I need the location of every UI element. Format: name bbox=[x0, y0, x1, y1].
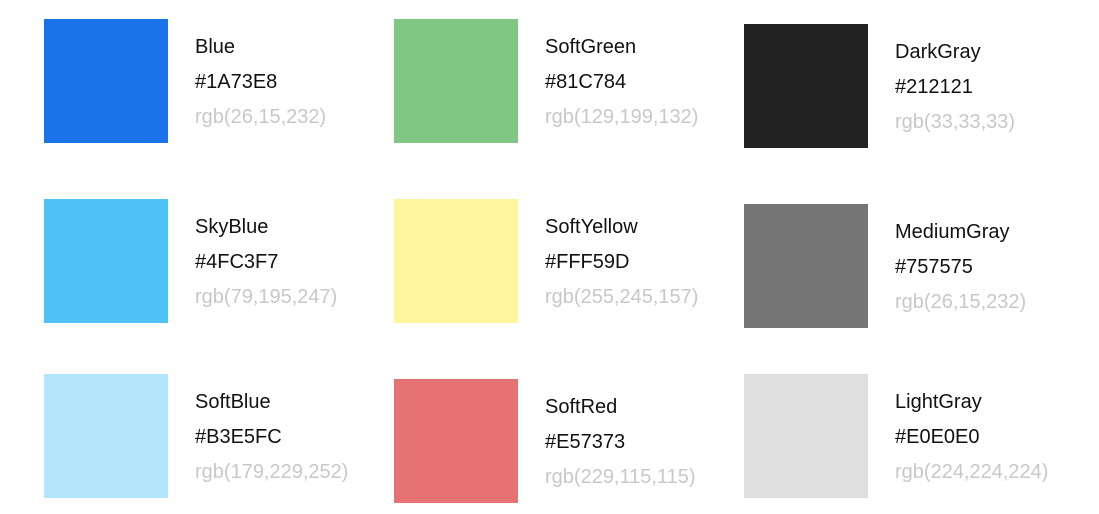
color-card-darkgray: DarkGray #212121 rgb(33,33,33) bbox=[744, 24, 1084, 149]
color-card-softgreen: SoftGreen #81C784 rgb(129,199,132) bbox=[394, 19, 734, 144]
color-name: SoftYellow bbox=[545, 216, 638, 238]
color-swatch bbox=[744, 374, 868, 498]
color-name: MediumGray bbox=[895, 221, 1010, 243]
color-name: LightGray bbox=[895, 391, 982, 413]
color-swatch bbox=[394, 199, 518, 323]
color-swatch bbox=[44, 374, 168, 498]
color-rgb: rgb(229,115,115) bbox=[545, 466, 696, 488]
color-hex: #81C784 bbox=[545, 71, 627, 93]
color-name: DarkGray bbox=[895, 41, 981, 63]
color-swatch bbox=[394, 379, 518, 503]
color-card-blue: Blue #1A73E8 rgb(26,15,232) bbox=[44, 19, 384, 144]
color-hex: #B3E5FC bbox=[195, 426, 282, 448]
color-rgb: rgb(26,15,232) bbox=[195, 106, 327, 128]
color-hex: #FFF59D bbox=[545, 251, 630, 273]
color-swatch bbox=[744, 24, 868, 148]
color-card-softred: SoftRed #E57373 rgb(229,115,115) bbox=[394, 379, 734, 504]
color-name: SkyBlue bbox=[195, 216, 269, 238]
color-name: SoftBlue bbox=[195, 391, 271, 413]
color-rgb: rgb(33,33,33) bbox=[895, 111, 1016, 133]
color-card-mediumgray: MediumGray #757575 rgb(26,15,232) bbox=[744, 204, 1084, 329]
color-card-softyellow: SoftYellow #FFF59D rgb(255,245,157) bbox=[394, 199, 734, 324]
color-hex: #4FC3F7 bbox=[195, 251, 279, 273]
color-swatch bbox=[394, 19, 518, 143]
color-rgb: rgb(129,199,132) bbox=[545, 106, 699, 128]
color-hex: #212121 bbox=[895, 76, 973, 98]
color-hex: #E0E0E0 bbox=[895, 426, 980, 448]
color-card-skyblue: SkyBlue #4FC3F7 rgb(79,195,247) bbox=[44, 199, 384, 324]
color-name: SoftGreen bbox=[545, 36, 637, 58]
color-swatch bbox=[744, 204, 868, 328]
color-card-lightgray: LightGray #E0E0E0 rgb(224,224,224) bbox=[744, 374, 1084, 499]
color-swatch bbox=[44, 199, 168, 323]
color-rgb: rgb(255,245,157) bbox=[545, 286, 699, 308]
color-rgb: rgb(179,229,252) bbox=[195, 461, 349, 483]
color-rgb: rgb(26,15,232) bbox=[895, 291, 1027, 313]
color-hex: #757575 bbox=[895, 256, 973, 278]
color-hex: #1A73E8 bbox=[195, 71, 278, 93]
color-rgb: rgb(79,195,247) bbox=[195, 286, 338, 308]
color-hex: #E57373 bbox=[545, 431, 626, 453]
color-rgb: rgb(224,224,224) bbox=[895, 461, 1049, 483]
color-card-softblue: SoftBlue #B3E5FC rgb(179,229,252) bbox=[44, 374, 384, 499]
color-name: Blue bbox=[195, 36, 236, 58]
color-name: SoftRed bbox=[545, 396, 618, 418]
color-swatch bbox=[44, 19, 168, 143]
